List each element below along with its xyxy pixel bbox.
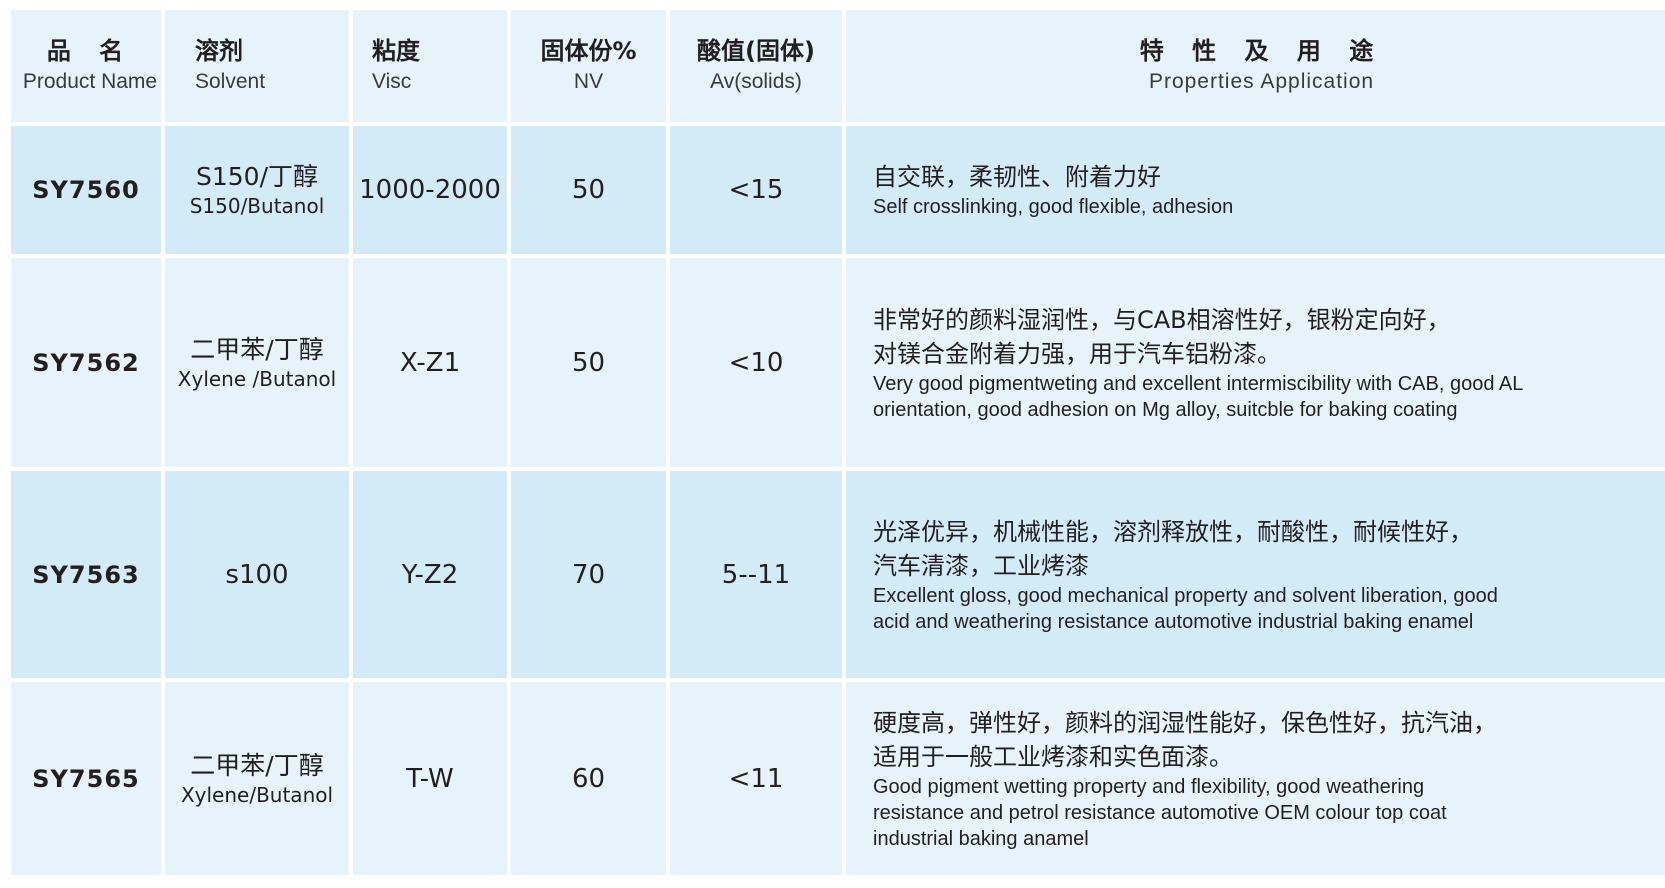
header-nv-en: NV <box>573 70 604 93</box>
solvent-cn: 二甲苯/丁醇 <box>190 334 324 364</box>
header-solvent-cn: 溶剂 <box>195 37 243 65</box>
table-row-2-application-cell: 非常好的颜料湿润性，与CAB相溶性好，银粉定向好， 对镁合金附着力强，用于汽车铝… <box>846 258 1665 467</box>
header-nv-cn: 固体份% <box>540 37 637 65</box>
application-en-line: Good pigment wetting property and flexib… <box>873 775 1425 798</box>
visc-value: X-Z1 <box>399 347 461 378</box>
application-en-line: resistance and petrol resistance automot… <box>873 801 1447 824</box>
nv-value: 50 <box>571 175 606 205</box>
application-en-line: industrial baking anamel <box>873 827 1089 850</box>
application-cn: 非常好的颜料湿润性，与CAB相溶性好，银粉定向好， 对镁合金附着力强，用于汽车铝… <box>873 303 1451 371</box>
table-row-3-av-cell: 5--11 <box>670 471 842 678</box>
header-solvent-en: Solvent <box>195 70 266 93</box>
table-row-2-solvent-cell: 二甲苯/丁醇 Xylene /Butanol <box>165 258 349 467</box>
application-cn-line: 光泽优异，机械性能，溶剂释放性，耐酸性，耐候性好， <box>873 517 1473 546</box>
header-av-cn: 酸值(固体) <box>697 37 815 65</box>
table-row-3-nv-cell: 70 <box>511 471 666 678</box>
application-en-line: Excellent gloss, good mechanical propert… <box>873 584 1498 607</box>
header-av-en: Av(solids) <box>710 70 802 93</box>
nv-value: 50 <box>571 347 606 378</box>
application-cn: 光泽优异，机械性能，溶剂释放性，耐酸性，耐候性好， 汽车清漆，工业烤漆 <box>873 515 1473 583</box>
table-row-4-nv-cell: 60 <box>511 682 666 875</box>
av-value: <15 <box>728 175 784 205</box>
solvent-en: Xylene/Butanol <box>180 782 334 807</box>
table-row-2-code-cell: SY7562 <box>11 258 161 467</box>
header-product-name: 品 名 Product Name <box>11 10 161 122</box>
visc-value: Y-Z2 <box>401 559 459 590</box>
header-solvent: 溶剂 Solvent <box>165 10 349 122</box>
av-value: <11 <box>728 763 784 794</box>
table-row-1-code-cell: SY7560 <box>11 126 161 254</box>
product-code: SY7562 <box>32 348 140 377</box>
application-en-line: Self crosslinking, good flexible, adhesi… <box>873 196 1234 218</box>
table-row-3-code-cell: SY7563 <box>11 471 161 678</box>
table-row-3-application-cell: 光泽优异，机械性能，溶剂释放性，耐酸性，耐候性好， 汽车清漆，工业烤漆 Exce… <box>846 471 1665 678</box>
nv-value: 60 <box>571 763 606 794</box>
application-cn-line: 对镁合金附着力强，用于汽车铝粉漆。 <box>873 339 1281 368</box>
solvent-cn: s100 <box>225 559 289 590</box>
header-product-en: Product Name <box>22 70 158 93</box>
table-row-4-application-cell: 硬度高，弹性好，颜料的润湿性能好，保色性好，抗汽油， 适用于一般工业烤漆和实色面… <box>846 682 1665 875</box>
table-row-4-visc-cell: T-W <box>353 682 507 875</box>
application-en-line: acid and weathering resistance automotiv… <box>873 610 1474 633</box>
table-row-4-solvent-cell: 二甲苯/丁醇 Xylene/Butanol <box>165 682 349 875</box>
table-row-1-solvent-cell: S150/丁醇 S150/Butanol <box>165 126 349 254</box>
table-row-1-application-cell: 自交联，柔韧性、附着力好 Self crosslinking, good fle… <box>846 126 1665 254</box>
product-code: SY7560 <box>32 176 140 204</box>
table-row-1-visc-cell: 1000-2000 <box>353 126 507 254</box>
application-en: Self crosslinking, good flexible, adhesi… <box>873 194 1233 220</box>
application-en: Excellent gloss, good mechanical propert… <box>873 583 1498 635</box>
visc-value: T-W <box>406 763 454 794</box>
application-en: Very good pigmentweting and excellent in… <box>873 371 1523 423</box>
application-cn-line: 硬度高，弹性好，颜料的润湿性能好，保色性好，抗汽油， <box>873 708 1497 737</box>
header-application: 特 性 及 用 途 Properties Application <box>846 10 1665 122</box>
header-nv: 固体份% NV <box>511 10 666 122</box>
application-cn: 硬度高，弹性好，颜料的润湿性能好，保色性好，抗汽油， 适用于一般工业烤漆和实色面… <box>873 706 1497 774</box>
header-visc: 粘度 Visc <box>353 10 507 122</box>
application-cn: 自交联，柔韧性、附着力好 <box>873 160 1161 194</box>
solvent-en: S150/Butanol <box>189 194 325 218</box>
table-row-1-av-cell: <15 <box>670 126 842 254</box>
solvent-cn: 二甲苯/丁醇 <box>190 750 324 780</box>
application-cn-line: 非常好的颜料湿润性，与CAB相溶性好，银粉定向好， <box>873 305 1451 334</box>
table-row-4-code-cell: SY7565 <box>11 682 161 875</box>
header-application-en: Properties Application <box>1148 70 1375 93</box>
header-av: 酸值(固体) Av(solids) <box>670 10 842 122</box>
visc-value: 1000-2000 <box>359 175 501 205</box>
application-en: Good pigment wetting property and flexib… <box>873 774 1447 852</box>
table-row-3-visc-cell: Y-Z2 <box>353 471 507 678</box>
av-value: 5--11 <box>721 559 791 590</box>
table-row-3-solvent-cell: s100 <box>165 471 349 678</box>
av-value: <10 <box>728 347 784 378</box>
table-row-4-av-cell: <11 <box>670 682 842 875</box>
table-row-2-av-cell: <10 <box>670 258 842 467</box>
product-code: SY7565 <box>32 764 140 793</box>
nv-value: 70 <box>571 559 606 590</box>
header-visc-en: Visc <box>372 70 412 93</box>
application-cn-line: 适用于一般工业烤漆和实色面漆。 <box>873 742 1233 771</box>
header-product-cn: 品 名 <box>46 37 134 65</box>
solvent-cn: S150/丁醇 <box>195 162 318 191</box>
application-cn-line: 自交联，柔韧性、附着力好 <box>873 163 1161 191</box>
table-row-2-visc-cell: X-Z1 <box>353 258 507 467</box>
product-code: SY7563 <box>32 560 140 589</box>
application-en-line: Very good pigmentweting and excellent in… <box>873 372 1524 395</box>
product-spec-table: 品 名 Product Name 溶剂 Solvent 粘度 Visc 固体份%… <box>11 10 1665 875</box>
header-application-cn: 特 性 及 用 途 <box>1139 37 1384 65</box>
application-cn-line: 汽车清漆，工业烤漆 <box>873 551 1089 580</box>
application-en-line: orientation, good adhesion on Mg alloy, … <box>873 398 1458 421</box>
solvent-en: Xylene /Butanol <box>177 366 337 391</box>
header-visc-cn: 粘度 <box>372 37 420 65</box>
table-row-2-nv-cell: 50 <box>511 258 666 467</box>
table-row-1-nv-cell: 50 <box>511 126 666 254</box>
